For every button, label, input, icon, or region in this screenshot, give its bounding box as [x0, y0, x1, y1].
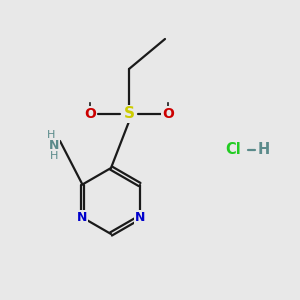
- Text: N: N: [49, 139, 59, 152]
- Text: O: O: [162, 107, 174, 121]
- Text: H: H: [50, 151, 58, 161]
- Text: O: O: [84, 107, 96, 121]
- Text: N: N: [77, 211, 88, 224]
- Text: H: H: [258, 142, 270, 158]
- Text: Cl: Cl: [225, 142, 241, 158]
- Text: H: H: [47, 130, 55, 140]
- Text: N: N: [134, 211, 145, 224]
- Text: S: S: [124, 106, 134, 122]
